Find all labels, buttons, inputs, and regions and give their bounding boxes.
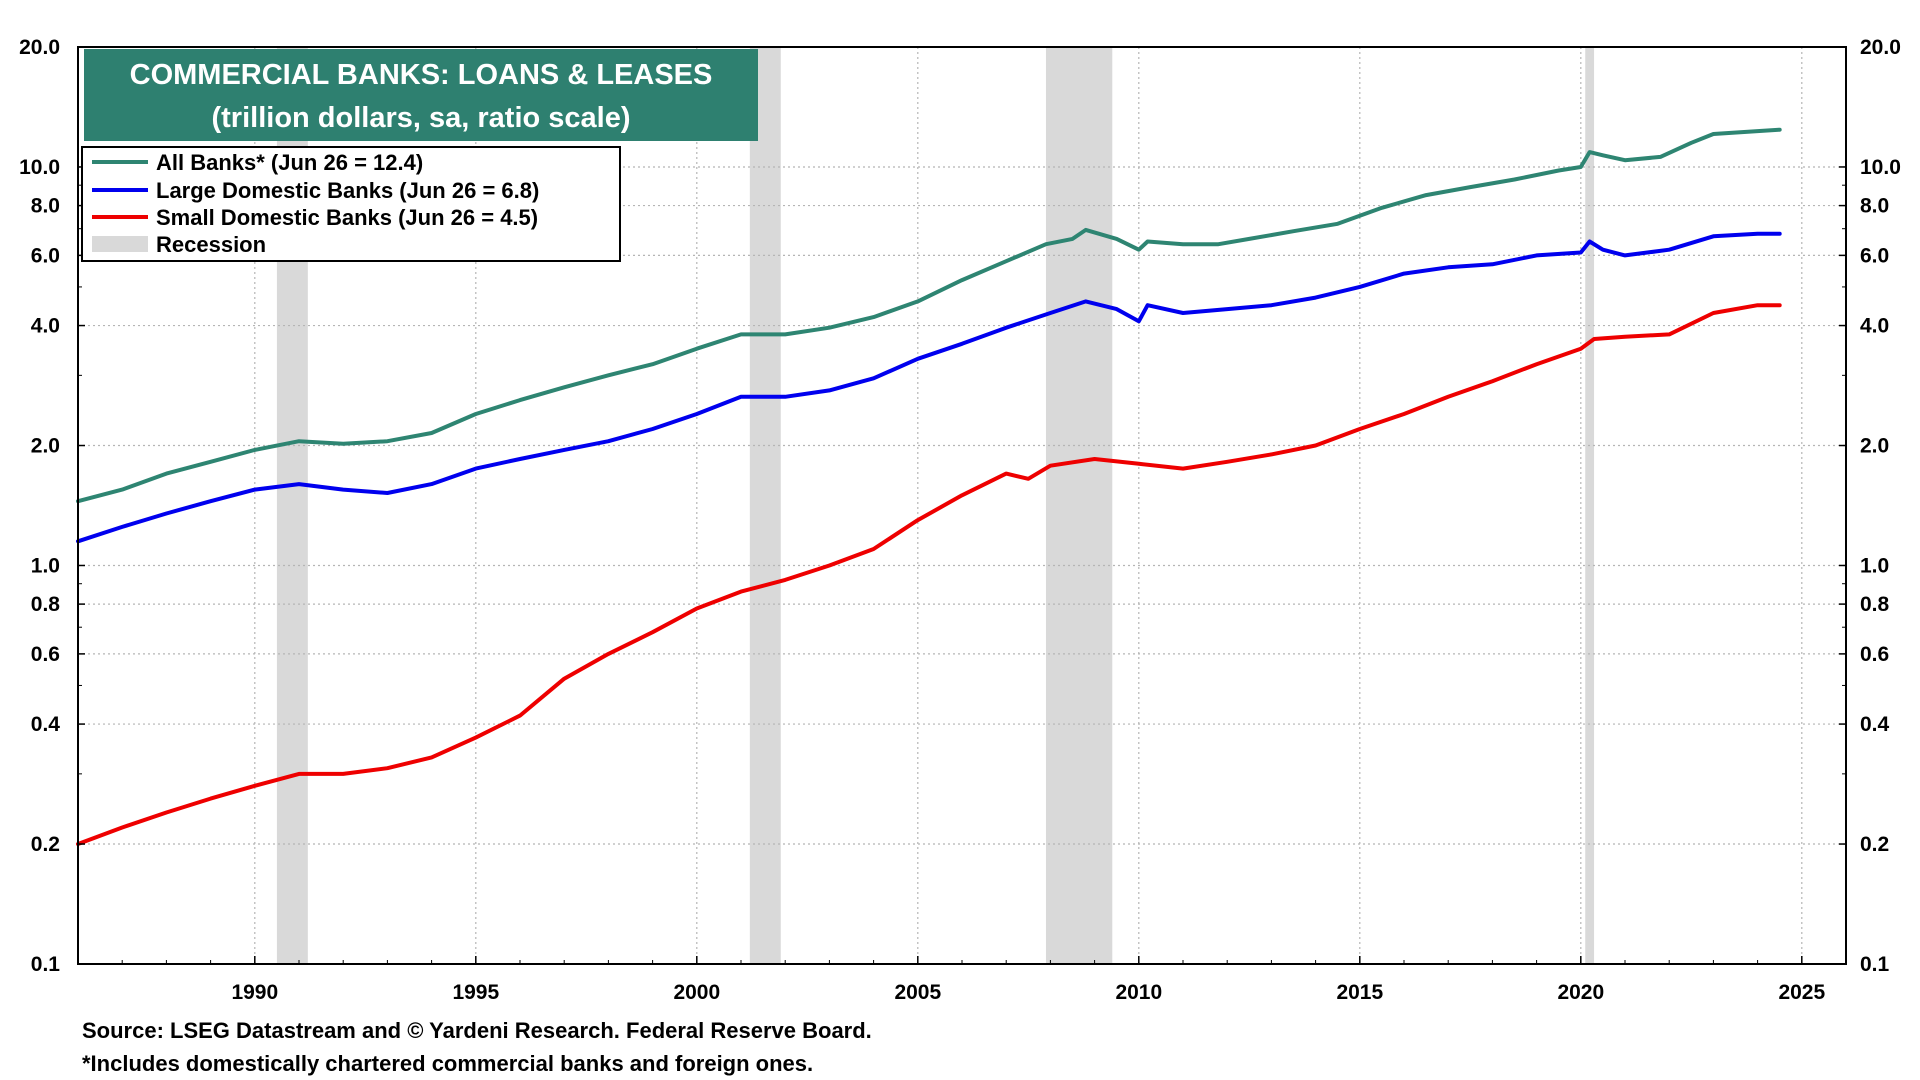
y-tick-label-right: 2.0 — [1860, 435, 1889, 458]
recession-band-2 — [1045, 47, 1113, 964]
series-line-all-banks — [76, 127, 1782, 504]
y-tick-label-right: 1.0 — [1860, 554, 1889, 577]
y-tick-label-right: 0.6 — [1860, 643, 1889, 666]
series-line-small-domestic-banks — [76, 303, 1782, 846]
axis-ticks: 20.0 20.0 10.0 10.0 8.0 8.0 6.0 6.0 4.0 4.0 2.0 2.0… — [19, 36, 1901, 1004]
recession-band-1 — [749, 47, 781, 964]
legend-item-large-domestic-banks: Large Domestic Banks (Jun 26 = 6.8) — [92, 178, 539, 203]
series-line-large-domestic-banks — [76, 231, 1782, 544]
series-lines — [76, 127, 1782, 846]
y-tick-label-right: 20.0 — [1860, 36, 1901, 59]
y-tick-label-right: 10.0 — [1860, 156, 1901, 179]
footnote: *Includes domestically chartered commerc… — [82, 1051, 814, 1076]
y-tick-label-left: 0.1 — [31, 953, 61, 976]
legend-item-recession: Recession — [92, 232, 266, 257]
y-tick-label-left: 0.4 — [31, 713, 61, 736]
y-tick-label-left: 10.0 — [19, 156, 60, 179]
y-tick-label-left: 0.8 — [31, 593, 61, 616]
y-tick-label-right: 0.8 — [1860, 593, 1890, 616]
x-tick-label: 2000 — [673, 981, 720, 1004]
source-note: Source: LSEG Datastream and © Yardeni Re… — [82, 1018, 872, 1043]
x-tick-label: 2010 — [1115, 981, 1162, 1004]
y-tick-label-left: 2.0 — [31, 435, 60, 458]
y-tick-label-right: 6.0 — [1860, 244, 1889, 267]
chart-title: COMMERCIAL BANKS: LOANS & LEASES — [130, 59, 713, 91]
y-tick-label-left: 4.0 — [31, 315, 60, 338]
x-tick-label: 1995 — [452, 981, 499, 1004]
x-tick-label: 1990 — [231, 981, 278, 1004]
y-tick-label-left: 1.0 — [31, 554, 60, 577]
x-tick-label: 2005 — [894, 981, 941, 1004]
y-tick-label-right: 4.0 — [1860, 315, 1889, 338]
legend-label-small-domestic-banks: Small Domestic Banks (Jun 26 = 4.5) — [156, 205, 538, 230]
recession-band-3 — [1585, 47, 1595, 964]
y-tick-label-left: 0.6 — [31, 643, 60, 666]
title-box: COMMERCIAL BANKS: LOANS & LEASES (trilli… — [84, 49, 758, 141]
x-tick-label: 2015 — [1336, 981, 1383, 1004]
legend-item-all-banks: All Banks* (Jun 26 = 12.4) — [92, 150, 423, 175]
y-tick-label-right: 0.2 — [1860, 833, 1889, 856]
title-background — [84, 49, 758, 141]
y-tick-label-right: 0.4 — [1860, 713, 1890, 736]
y-tick-label-right: 8.0 — [1860, 195, 1889, 218]
legend-box — [81, 146, 621, 262]
legend-label-large-domestic-banks: Large Domestic Banks (Jun 26 = 6.8) — [156, 178, 539, 203]
chart-subtitle: (trillion dollars, sa, ratio scale) — [211, 102, 630, 134]
legend-item-small-domestic-banks: Small Domestic Banks (Jun 26 = 4.5) — [92, 205, 538, 230]
y-tick-label-left: 20.0 — [19, 36, 60, 59]
x-tick-label: 2025 — [1778, 981, 1825, 1004]
y-tick-label-right: 0.1 — [1860, 953, 1890, 976]
legend-label-all-banks: All Banks* (Jun 26 = 12.4) — [156, 150, 423, 175]
y-tick-label-left: 8.0 — [31, 195, 60, 218]
y-tick-label-left: 0.2 — [31, 833, 60, 856]
x-tick-label: 2020 — [1557, 981, 1604, 1004]
legend-swatch-recession — [92, 236, 148, 252]
y-tick-label-left: 6.0 — [31, 244, 60, 267]
legend-label-recession: Recession — [156, 232, 266, 257]
legend: All Banks* (Jun 26 = 12.4) Large Domesti… — [81, 146, 621, 262]
